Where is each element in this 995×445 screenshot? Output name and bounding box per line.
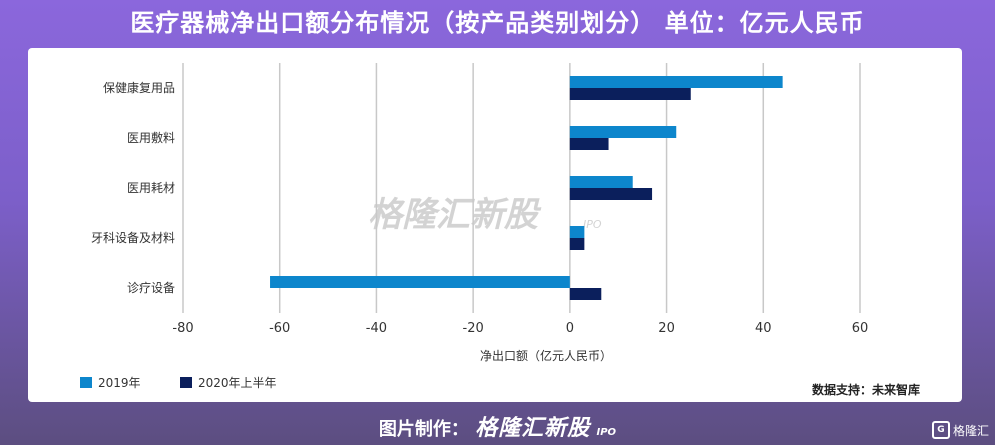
bar-series2 <box>569 88 691 100</box>
category-label: 牙科设备及材料 <box>91 231 175 245</box>
footer-brand: 格隆汇新股 <box>475 416 591 441</box>
category-label: 医用耗材 <box>127 181 175 195</box>
x-tick-label: -40 <box>366 321 387 336</box>
footer-prefix: 图片制作： <box>378 419 469 440</box>
bars <box>270 76 783 300</box>
watermark: 格隆汇新股 IPO <box>368 195 602 235</box>
x-tick-label: 60 <box>852 321 869 336</box>
chart-panel: 格隆汇新股 IPO 保健康复用品 医用敷料 医用耗材 牙科设备及材料 诊疗设备 -80-… <box>28 48 962 402</box>
footer-brand-sub: IPO <box>596 427 617 438</box>
legend-label: 2019年 <box>98 376 141 390</box>
bar-series2 <box>569 288 602 300</box>
category-label: 医用敷料 <box>127 130 175 145</box>
category-label: 保健康复用品 <box>103 80 175 95</box>
bar-series2 <box>569 138 609 150</box>
x-axis-label: 净出口额（亿元人民币） <box>480 348 612 363</box>
legend-label: 2020年上半年 <box>198 376 277 390</box>
legend-swatch <box>80 377 92 388</box>
footer: 图片制作： 格隆汇新股 IPO <box>0 410 995 442</box>
watermark-text: 格隆汇新股 <box>368 195 542 235</box>
x-tick-labels: -80 -60 -40 -20 0 20 40 60 <box>172 321 868 336</box>
legend-swatch <box>180 377 192 388</box>
bar-series2 <box>569 238 585 250</box>
bar-series1 <box>569 76 783 88</box>
x-tick-label: -80 <box>172 321 193 336</box>
x-tick-label: 40 <box>755 321 772 336</box>
bar-series1 <box>569 176 633 188</box>
bar-series1 <box>569 126 677 138</box>
bar-series2 <box>569 188 653 200</box>
corner-logo: G 格隆汇 <box>931 421 989 439</box>
watermark-sub: IPO <box>583 218 602 231</box>
data-source: 数据支持：未来智库 <box>812 382 920 397</box>
bar-series1 <box>270 276 570 288</box>
bar-series1 <box>569 226 585 238</box>
x-tick-label: 20 <box>658 321 675 336</box>
x-tick-label: 0 <box>566 321 574 336</box>
page-title: 医疗器械净出口额分布情况（按产品类别划分） 单位：亿元人民币 <box>130 9 865 37</box>
grid-lines <box>182 63 861 313</box>
category-label: 诊疗设备 <box>127 281 175 295</box>
logo-icon: G <box>931 421 950 439</box>
legend: 2019年 2020年上半年 <box>80 376 277 390</box>
x-tick-label: -60 <box>269 321 290 336</box>
corner-logo-text: 格隆汇 <box>952 423 989 438</box>
x-tick-label: -20 <box>463 321 484 336</box>
